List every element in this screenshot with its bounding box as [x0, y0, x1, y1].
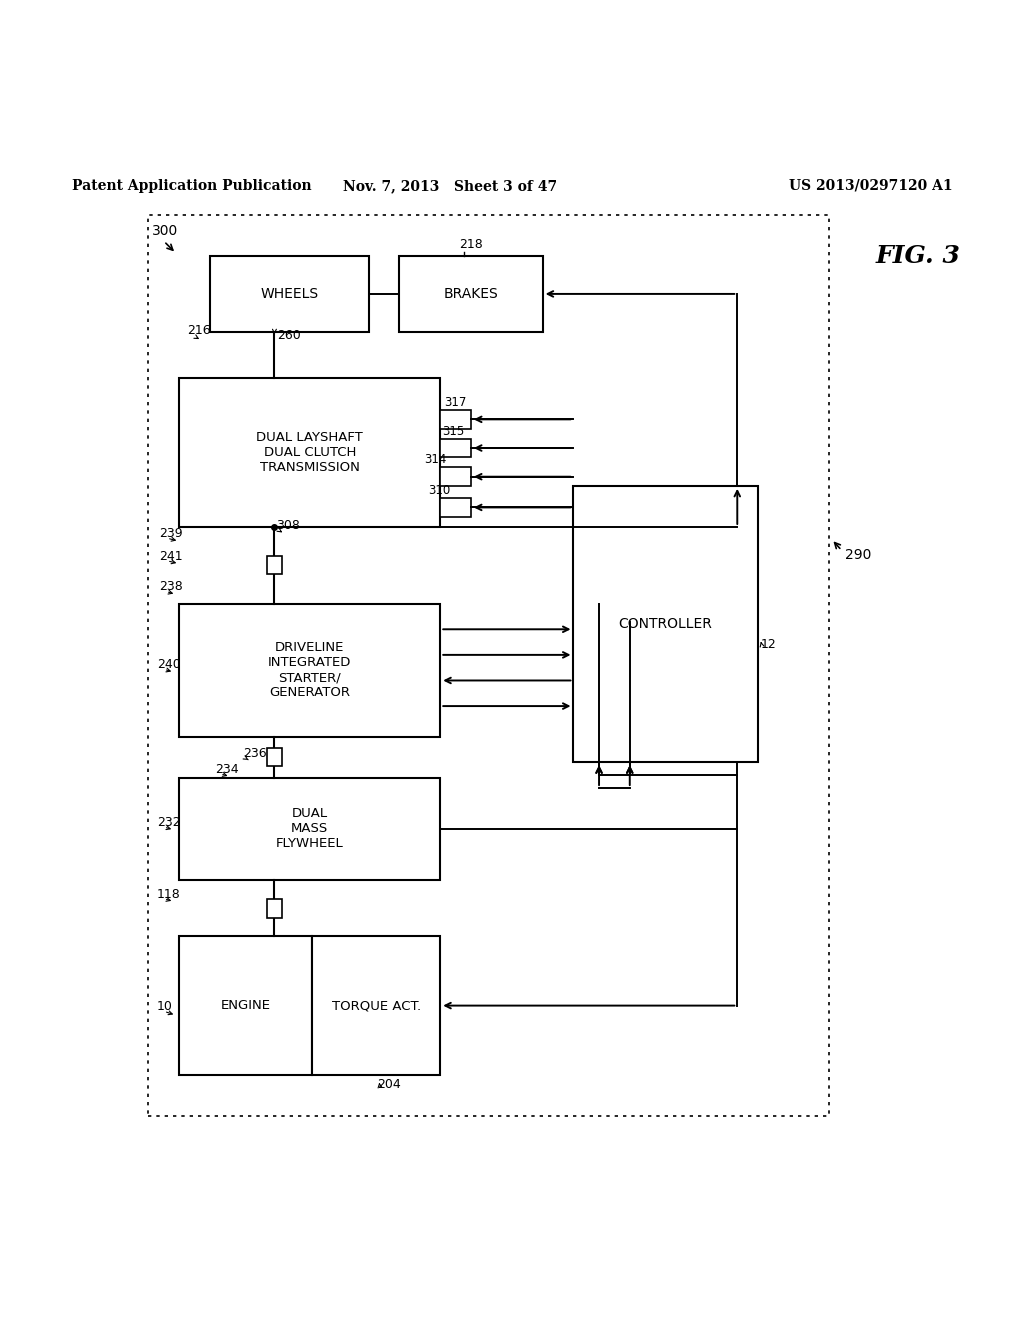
Bar [179, 777, 440, 880]
Text: DUAL LAYSHAFT
DUAL CLUTCH
TRANSMISSION: DUAL LAYSHAFT DUAL CLUTCH TRANSMISSION [256, 432, 364, 474]
Text: DRIVELINE
INTEGRATED
STARTER/
GENERATOR: DRIVELINE INTEGRATED STARTER/ GENERATOR [268, 642, 351, 700]
Bar [179, 379, 440, 527]
Text: Patent Application Publication: Patent Application Publication [72, 180, 311, 193]
Text: 300: 300 [152, 224, 178, 238]
Bar [440, 438, 471, 457]
Text: 238: 238 [159, 581, 182, 594]
Text: 308: 308 [276, 519, 300, 532]
Text: 10: 10 [157, 1001, 173, 1014]
Bar [440, 411, 471, 429]
Text: 239: 239 [159, 527, 182, 540]
Text: 290: 290 [845, 548, 871, 561]
Text: CONTROLLER: CONTROLLER [618, 618, 713, 631]
Bar [210, 256, 369, 333]
Text: 310: 310 [428, 484, 451, 498]
Text: Nov. 7, 2013   Sheet 3 of 47: Nov. 7, 2013 Sheet 3 of 47 [343, 180, 558, 193]
Bar [266, 556, 283, 574]
Text: 317: 317 [444, 396, 467, 409]
Bar [440, 467, 471, 486]
Text: 315: 315 [442, 425, 465, 438]
Text: FIG. 3: FIG. 3 [876, 243, 961, 268]
Text: TORQUE ACT.: TORQUE ACT. [332, 999, 421, 1012]
Bar [266, 899, 283, 917]
Text: 204: 204 [377, 1078, 400, 1092]
Bar [266, 748, 283, 767]
Text: 12: 12 [761, 638, 776, 651]
Text: 232: 232 [157, 816, 180, 829]
Text: 260: 260 [278, 330, 301, 342]
Text: 314: 314 [424, 453, 446, 466]
Bar [440, 498, 471, 516]
Text: 118: 118 [157, 887, 180, 900]
Bar [573, 486, 758, 763]
Text: 240: 240 [157, 659, 180, 671]
Text: BRAKES: BRAKES [443, 286, 499, 301]
Text: 216: 216 [187, 325, 211, 338]
Bar [148, 215, 829, 1115]
Bar [179, 603, 440, 737]
Bar [399, 256, 543, 333]
Text: US 2013/0297120 A1: US 2013/0297120 A1 [788, 180, 952, 193]
Text: 234: 234 [215, 763, 239, 776]
Text: 241: 241 [159, 549, 182, 562]
Text: WHEELS: WHEELS [260, 286, 318, 301]
Text: DUAL
MASS
FLYWHEEL: DUAL MASS FLYWHEEL [275, 808, 344, 850]
Text: ENGINE: ENGINE [221, 999, 270, 1012]
Text: 218: 218 [459, 239, 482, 251]
Bar [312, 936, 440, 1074]
Bar [179, 936, 312, 1074]
Text: 236: 236 [243, 747, 266, 760]
